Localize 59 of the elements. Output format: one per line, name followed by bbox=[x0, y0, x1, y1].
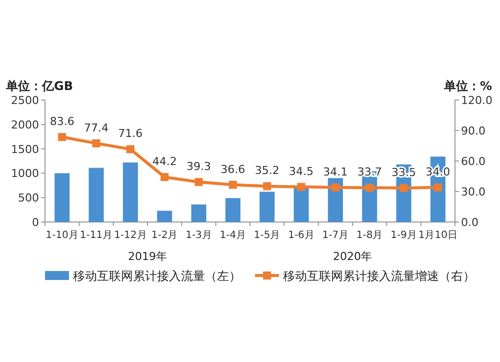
bar bbox=[260, 192, 275, 222]
point bbox=[297, 182, 306, 191]
data-label: 36.6 bbox=[220, 162, 246, 176]
x-tick-label: 1-6月 bbox=[288, 230, 314, 241]
x-tick-label: 1-10月 bbox=[46, 230, 78, 241]
text: 2020年 bbox=[333, 250, 372, 263]
x-tick-label: 1月10日 bbox=[418, 230, 458, 241]
bar bbox=[225, 198, 240, 222]
bar bbox=[294, 186, 309, 222]
data-label: 39.3 bbox=[186, 160, 211, 174]
x-tick-label: 1-7月 bbox=[322, 230, 349, 241]
y2-axis-title: 单位：% bbox=[442, 79, 492, 93]
point bbox=[263, 182, 272, 190]
bar bbox=[54, 173, 70, 222]
y-tick-label: 1500 bbox=[11, 142, 39, 156]
data-label: 44.2 bbox=[152, 155, 177, 168]
y-tick-label: 500 bbox=[18, 192, 39, 205]
y-tick-label: 0 bbox=[32, 216, 39, 229]
point bbox=[126, 145, 134, 154]
y2-tick-label: 120.0 bbox=[461, 94, 492, 107]
bar bbox=[157, 210, 172, 222]
point bbox=[228, 180, 237, 189]
bar bbox=[88, 168, 104, 222]
point bbox=[194, 178, 203, 186]
point bbox=[92, 139, 100, 148]
x-tick-label: 1-9月 bbox=[390, 230, 417, 241]
bar bbox=[122, 162, 138, 222]
data-label: 33.7 bbox=[357, 166, 382, 179]
x-tick-label: 1-12月 bbox=[114, 230, 147, 241]
data-label: 77.4 bbox=[84, 121, 108, 134]
bar bbox=[191, 204, 206, 222]
y-tick-label: 1000 bbox=[11, 167, 39, 180]
point bbox=[366, 184, 374, 192]
data-label: 34.5 bbox=[289, 164, 314, 178]
y-tick-label: 2500 bbox=[11, 94, 39, 107]
text: 2019年 bbox=[128, 250, 167, 263]
x-tick-label: 1-4月 bbox=[220, 230, 246, 241]
data-label: 83.6 bbox=[50, 115, 74, 128]
y2-tick-label: 30.0 bbox=[461, 186, 486, 198]
legend-label: 移动互联网累计接入流量增速（右） bbox=[283, 269, 475, 283]
y-tick-label: 2000 bbox=[11, 118, 39, 132]
y2-tick-label: 0.0 bbox=[461, 216, 478, 229]
data-label: 71.6 bbox=[118, 127, 143, 140]
x-tick-label: 1-3月 bbox=[186, 230, 212, 241]
x-tick-label: 1-5月 bbox=[254, 230, 280, 241]
y-axis-title: 单位：亿GB bbox=[5, 79, 73, 93]
point bbox=[400, 184, 408, 192]
data-label: 34.1 bbox=[323, 165, 348, 178]
point bbox=[331, 183, 340, 192]
point bbox=[160, 173, 169, 182]
point bbox=[58, 133, 66, 142]
data-label: 35.2 bbox=[254, 164, 280, 178]
x-tick-label: 1-2月 bbox=[151, 230, 178, 241]
point bbox=[434, 183, 442, 192]
y2-tick-label: 90.0 bbox=[461, 124, 486, 138]
x-tick-label: 1-8月 bbox=[356, 230, 383, 241]
x-tick-label: 1-11月 bbox=[80, 230, 113, 241]
legend-label: 移动互联网累计接入流量（左） bbox=[73, 269, 241, 283]
y2-tick-label: 60.0 bbox=[461, 155, 486, 168]
